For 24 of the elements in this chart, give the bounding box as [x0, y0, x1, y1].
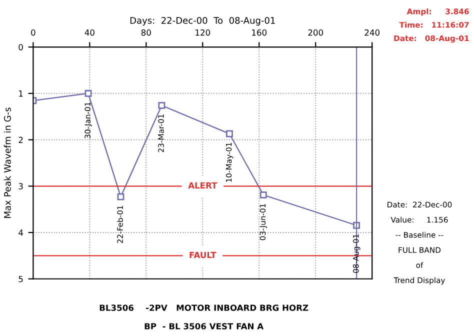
y-axis-title: Max Peak Wavefm in G-s — [4, 108, 11, 218]
x-tick-label: 120 — [196, 29, 210, 36]
point — [84, 90, 92, 97]
y-tick-label: 0 — [18, 44, 23, 50]
x-tick-label: 0 — [31, 29, 36, 36]
point — [260, 191, 267, 198]
text: BP - BL 3506 VEST FAN A — [144, 323, 264, 330]
x-tick-label: 240 — [364, 29, 380, 36]
x-tick-label: 80 — [141, 29, 151, 36]
y-tick-label: 1 — [19, 90, 23, 97]
x-tick-label: 160 — [252, 29, 267, 36]
x-tick-label: 40 — [84, 29, 94, 36]
y-tick-label: 5 — [18, 276, 23, 282]
point — [158, 102, 166, 109]
ref-line-label: FAULT — [190, 252, 216, 258]
x-tick-label: 200 — [308, 29, 324, 36]
ref-line-label: ALERT — [188, 182, 218, 188]
y-tick-label: 4 — [18, 230, 23, 236]
x-axis-title: Days: 22-Dec-00 To 08-Aug-01 — [130, 16, 275, 26]
y-tick-label: 3 — [18, 183, 23, 190]
y-tick-label: 2 — [18, 136, 23, 143]
point — [117, 193, 124, 200]
text: BL3506 -2PV MOTOR INBOARD BRG HORZ — [100, 304, 308, 311]
point — [226, 130, 233, 138]
